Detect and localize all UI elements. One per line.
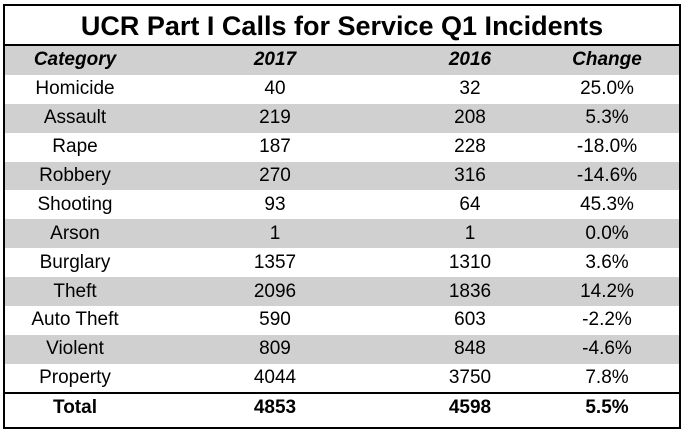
cell-category: Property <box>39 366 111 388</box>
cell-2016: 1310 <box>448 251 492 273</box>
header-row: Category 2017 2016 Change <box>5 46 679 75</box>
cell-2017: 809 <box>145 334 405 364</box>
cell-2016: 316 <box>405 161 535 191</box>
cell-2017: 1 <box>145 219 405 249</box>
total-change: 5.5% <box>535 391 679 422</box>
cell-2016: 3750 <box>448 366 492 388</box>
cell-2017: 2096 <box>145 277 405 307</box>
table-row: Violent 809 848 -4.6% <box>5 334 679 364</box>
header-2017: 2017 <box>145 46 405 75</box>
cell-change: -2.2% <box>582 309 632 331</box>
cell-change: 0.0% <box>535 219 679 249</box>
cell-2016: 32 <box>459 78 481 100</box>
cell-change: 14.2% <box>535 277 679 307</box>
table-row: Arson 1 1 0.0% <box>5 219 679 249</box>
table-row: Shooting 93 64 45.3% <box>5 190 679 219</box>
cell-category: Rape <box>52 136 98 158</box>
cell-2016: 848 <box>405 334 535 364</box>
cell-2017: 590 <box>259 309 291 331</box>
total-2017: 4853 <box>145 391 405 422</box>
cell-2016: 64 <box>459 193 481 215</box>
total-category: Total <box>5 391 145 422</box>
table-row: Theft 2096 1836 14.2% <box>5 277 679 307</box>
cell-change: -14.6% <box>535 161 679 191</box>
cell-2017: 93 <box>264 193 286 215</box>
cell-2017: 40 <box>264 78 286 100</box>
cell-2016: 603 <box>454 309 486 331</box>
total-2016: 4598 <box>405 391 535 422</box>
table-title: UCR Part I Calls for Service Q1 Incident… <box>5 6 679 46</box>
cell-category: Burglary <box>39 251 111 273</box>
cell-2016: 228 <box>454 136 486 158</box>
cell-2017: 187 <box>259 136 291 158</box>
header-change: Change <box>535 46 679 75</box>
header-2016: 2016 <box>405 46 535 75</box>
cell-category: Violent <box>5 334 145 364</box>
total-row: Total 4853 4598 5.5% <box>5 391 679 422</box>
cell-category: Arson <box>5 219 145 249</box>
cell-change: 5.3% <box>535 103 679 133</box>
cell-change: -18.0% <box>576 136 638 158</box>
cell-category: Assault <box>5 103 145 133</box>
cell-2017: 270 <box>145 161 405 191</box>
cell-change: 7.8% <box>585 366 629 388</box>
cell-2016: 1836 <box>405 277 535 307</box>
cell-2016: 208 <box>405 103 535 133</box>
table-row: Burglary 1357 1310 3.6% <box>5 248 679 277</box>
cell-change: 45.3% <box>580 193 634 215</box>
cell-2017: 219 <box>145 103 405 133</box>
incidents-table-frame: UCR Part I Calls for Service Q1 Incident… <box>3 4 681 429</box>
cell-2016: 1 <box>405 219 535 249</box>
incidents-table: Category 2017 2016 Change Homicide 40 32… <box>5 46 679 422</box>
cell-category: Homicide <box>35 78 115 100</box>
cell-category: Robbery <box>5 161 145 191</box>
table-row: Homicide 40 32 25.0% <box>5 75 679 104</box>
table-row: Robbery 270 316 -14.6% <box>5 161 679 191</box>
table-row: Assault 219 208 5.3% <box>5 103 679 133</box>
cell-change: -4.6% <box>535 334 679 364</box>
table-row: Rape 187 228 -18.0% <box>5 133 679 162</box>
cell-category: Auto Theft <box>31 309 119 331</box>
cell-change: 25.0% <box>580 78 634 100</box>
cell-category: Shooting <box>37 193 113 215</box>
table-row: Property 4044 3750 7.8% <box>5 364 679 393</box>
cell-category: Theft <box>5 277 145 307</box>
cell-2017: 4044 <box>253 366 297 388</box>
cell-2017: 1357 <box>253 251 297 273</box>
cell-change: 3.6% <box>585 251 629 273</box>
header-category: Category <box>5 46 145 75</box>
table-row: Auto Theft 590 603 -2.2% <box>5 306 679 335</box>
